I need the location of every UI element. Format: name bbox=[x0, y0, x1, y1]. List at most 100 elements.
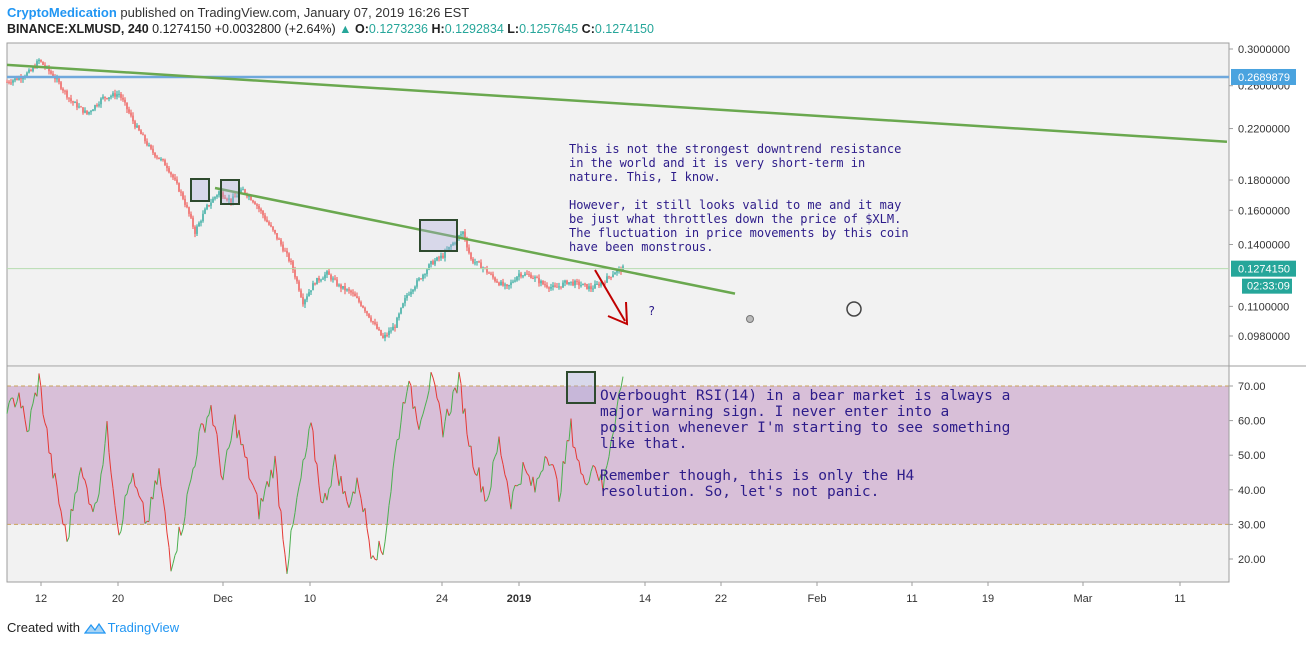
open-value: 0.1273236 bbox=[368, 22, 429, 36]
candle-body bbox=[358, 297, 360, 302]
candle-body bbox=[176, 179, 178, 184]
rsi-segment bbox=[356, 477, 360, 490]
candle-body bbox=[506, 284, 508, 287]
candle-body bbox=[394, 326, 396, 328]
rsi-segment bbox=[576, 458, 580, 462]
candle-body bbox=[472, 258, 474, 263]
rsi-segment bbox=[44, 422, 48, 429]
rsi-segment bbox=[498, 436, 502, 456]
rsi-segment bbox=[614, 406, 618, 426]
rsi-segment bbox=[118, 530, 122, 536]
candle-body bbox=[280, 239, 282, 245]
candle-body bbox=[496, 281, 498, 283]
rsi-segment bbox=[536, 477, 540, 480]
rsi-segment bbox=[32, 392, 36, 404]
candle-body bbox=[16, 78, 18, 80]
top-box-1 bbox=[190, 178, 210, 202]
rsi-segment bbox=[322, 492, 326, 504]
rsi-segment bbox=[588, 471, 592, 482]
rsi-segment bbox=[520, 462, 524, 485]
rsi-segment bbox=[394, 439, 398, 454]
rsi-segment bbox=[600, 474, 604, 492]
candle-body bbox=[292, 261, 294, 270]
candle-body bbox=[412, 289, 414, 292]
candle-body bbox=[594, 284, 596, 289]
rsi-segment bbox=[452, 387, 456, 392]
candle-body bbox=[80, 106, 82, 108]
candle-body bbox=[170, 172, 172, 175]
candle-body bbox=[582, 283, 584, 286]
rsi-segment bbox=[16, 392, 20, 402]
rsi-segment bbox=[466, 434, 470, 447]
candle-body bbox=[454, 242, 456, 244]
rsi-segment bbox=[338, 475, 342, 486]
rsi-segment bbox=[130, 472, 134, 483]
candle-body bbox=[610, 276, 612, 278]
candle-body bbox=[184, 198, 186, 205]
candle-body bbox=[74, 102, 76, 104]
candle-body bbox=[240, 189, 242, 194]
rsi-segment bbox=[26, 430, 30, 433]
candle-body bbox=[98, 104, 100, 106]
tradingview-link[interactable]: TradingView bbox=[107, 620, 180, 635]
candle-body bbox=[72, 101, 74, 103]
rsi-segment bbox=[88, 503, 92, 506]
rsi-segment bbox=[116, 520, 120, 536]
candle-body bbox=[160, 158, 162, 160]
rsi-segment bbox=[510, 491, 514, 510]
rsi-segment bbox=[516, 483, 520, 487]
rsi-segment bbox=[328, 485, 332, 490]
rsi-segment bbox=[396, 438, 400, 441]
rsi-segment bbox=[18, 392, 22, 409]
candle-body bbox=[530, 274, 532, 279]
rsi-segment bbox=[364, 508, 368, 529]
candle-body bbox=[588, 286, 590, 289]
candle-body bbox=[372, 321, 374, 323]
rsi-segment bbox=[372, 555, 376, 560]
rsi-segment bbox=[222, 463, 226, 481]
candle-body bbox=[534, 277, 536, 279]
rsi-segment bbox=[136, 488, 140, 497]
candle-body bbox=[434, 260, 436, 265]
rsi-segment bbox=[138, 495, 142, 500]
candle-body bbox=[500, 281, 502, 286]
top-box-2 bbox=[220, 179, 240, 205]
candle-body bbox=[204, 209, 206, 214]
candle-body bbox=[76, 102, 78, 108]
symbol-name: BINANCE:XLMUSD, 240 bbox=[7, 22, 149, 36]
candle-body bbox=[222, 192, 224, 198]
candle-body bbox=[118, 93, 120, 95]
rsi-segment bbox=[102, 443, 106, 465]
rsi-segment bbox=[98, 474, 102, 495]
candle-body bbox=[244, 189, 246, 194]
candle-body bbox=[136, 125, 138, 128]
candle-body bbox=[488, 272, 490, 274]
candle-body bbox=[438, 257, 440, 259]
candle-body bbox=[436, 257, 438, 261]
author-link[interactable]: CryptoMedication bbox=[7, 5, 117, 20]
candle-body bbox=[392, 326, 394, 331]
rsi-segment bbox=[68, 509, 72, 538]
candle-body bbox=[482, 267, 484, 269]
rsi-segment bbox=[94, 501, 98, 504]
candle-body bbox=[180, 191, 182, 193]
candle-body bbox=[108, 97, 110, 99]
candle-body bbox=[400, 307, 402, 314]
candle-body bbox=[490, 273, 492, 275]
candle-body bbox=[242, 189, 244, 191]
rsi-segment bbox=[306, 428, 310, 448]
candle-body bbox=[186, 204, 188, 208]
rsi-overbought-box bbox=[566, 371, 596, 404]
candle-body bbox=[406, 295, 408, 299]
candle-body bbox=[50, 71, 52, 74]
candle-body bbox=[308, 292, 310, 297]
candle-body bbox=[182, 192, 184, 199]
candle-body bbox=[234, 196, 236, 198]
candle-body bbox=[542, 280, 544, 285]
low-value: 0.1257645 bbox=[519, 22, 579, 36]
rsi-segment bbox=[524, 468, 528, 474]
candle-body bbox=[274, 229, 276, 234]
rsi-segment bbox=[198, 423, 202, 433]
rsi-segment bbox=[340, 475, 344, 494]
